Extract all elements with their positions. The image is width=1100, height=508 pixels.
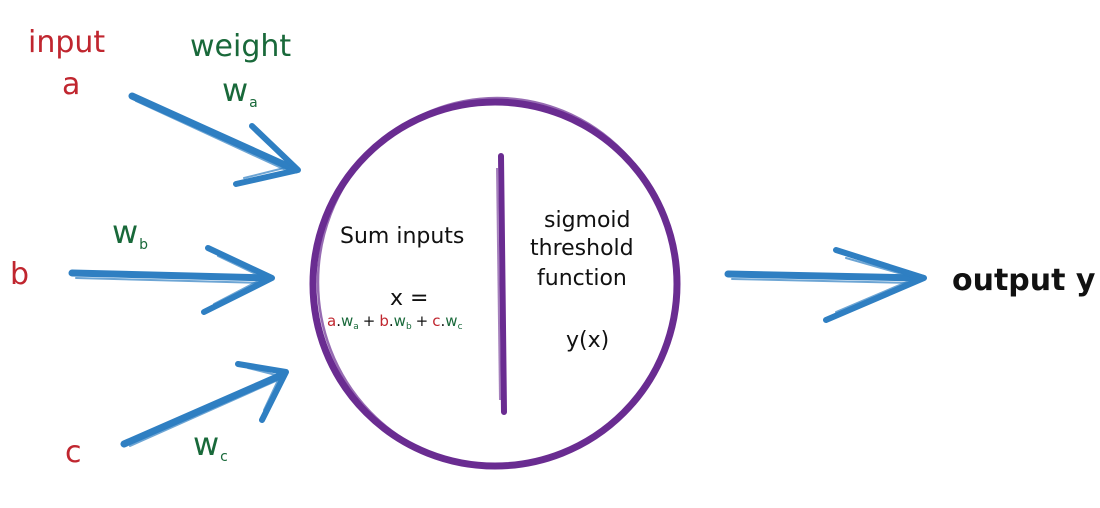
threshold-line-1: sigmoid — [544, 208, 631, 233]
neuron-divider — [496, 153, 507, 415]
threshold-line-3: function — [537, 266, 627, 291]
arrow-input-b — [68, 245, 275, 315]
weight-b-label: wb — [112, 213, 149, 253]
arrow-input-a — [128, 92, 301, 187]
sigmoid-formula: y(x) — [566, 328, 610, 353]
weight-a-label: wa — [222, 71, 258, 111]
weight-header: weight — [190, 29, 292, 64]
weighted-sum-formula: a.wa + b.wb + c.wc — [327, 312, 463, 332]
input-header: input — [28, 25, 106, 60]
x-equals-label: x = — [390, 286, 429, 311]
weight-c-label: wc — [193, 425, 228, 465]
sum-inputs-title: Sum inputs — [340, 224, 465, 249]
output-label: output y — [952, 263, 1096, 298]
threshold-line-2: threshold — [530, 236, 634, 261]
neuron-circle — [309, 96, 681, 470]
input-a-label: a — [62, 67, 81, 102]
input-c-label: c — [65, 435, 82, 470]
arrow-input-c — [120, 361, 289, 448]
input-b-label: b — [10, 257, 30, 292]
arrow-output — [724, 247, 927, 323]
